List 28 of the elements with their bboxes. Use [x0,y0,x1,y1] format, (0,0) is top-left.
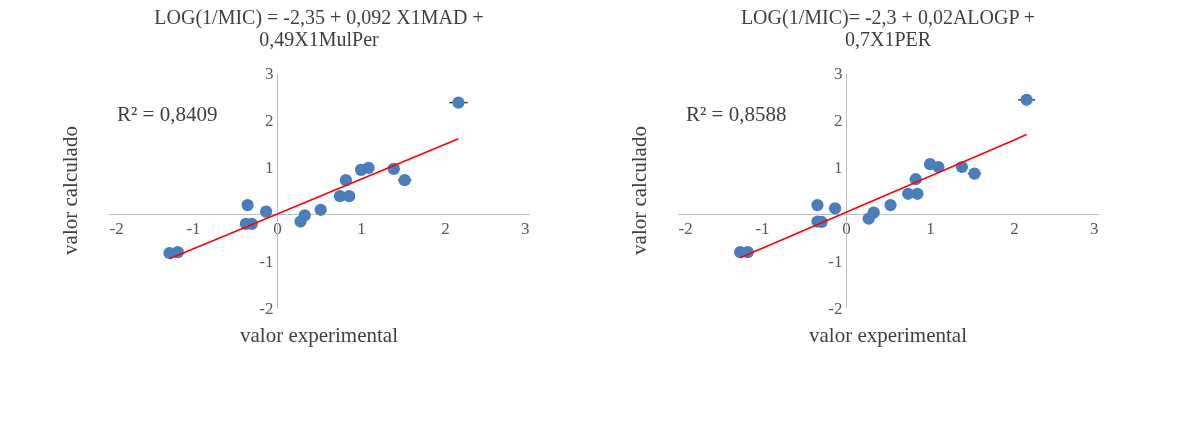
y-tick-label: 1 [834,157,843,177]
chart-title: LOG(1/MIC) = -2,35 + 0,092 X1MAD + 0,49X1MulPer [154,6,484,50]
y-tick-label: 2 [265,110,274,130]
x-axis-title: valor experimental [239,323,399,347]
y-tick-label: -1 [259,251,274,271]
x-tick-label: 1 [357,218,366,238]
y-axis-title: valor calculado [627,126,651,255]
x-tick-label: 3 [521,218,530,238]
x-tick-label: -1 [755,218,770,238]
x-tick-label: 2 [441,218,450,238]
y-tick-label: 1 [265,157,274,177]
y-tick-label: 3 [265,63,274,83]
y-tick-label: -2 [828,298,843,318]
annotation: R² = 0,8409 [117,102,218,126]
y-tick-label: -1 [828,251,843,271]
y-tick-label: -2 [259,298,274,318]
y-tick-label: 2 [834,110,843,130]
x-tick-label: 1 [926,218,935,238]
x-axis-title: valor experimental [808,323,968,347]
chart-title: LOG(1/MIC)= -2,3 + 0,02ALOGP + 0,7X1PER [740,6,1036,50]
x-tick-label: -1 [186,218,201,238]
x-tick-label: 2 [1010,218,1019,238]
y-axis-title: valor calculado [58,126,82,255]
x-tick-label: -2 [109,218,124,238]
x-tick-label: 3 [1090,218,1099,238]
x-tick-label: -2 [678,218,693,238]
annotation: R² = 0,8588 [686,102,787,126]
y-tick-label: 3 [834,63,843,83]
